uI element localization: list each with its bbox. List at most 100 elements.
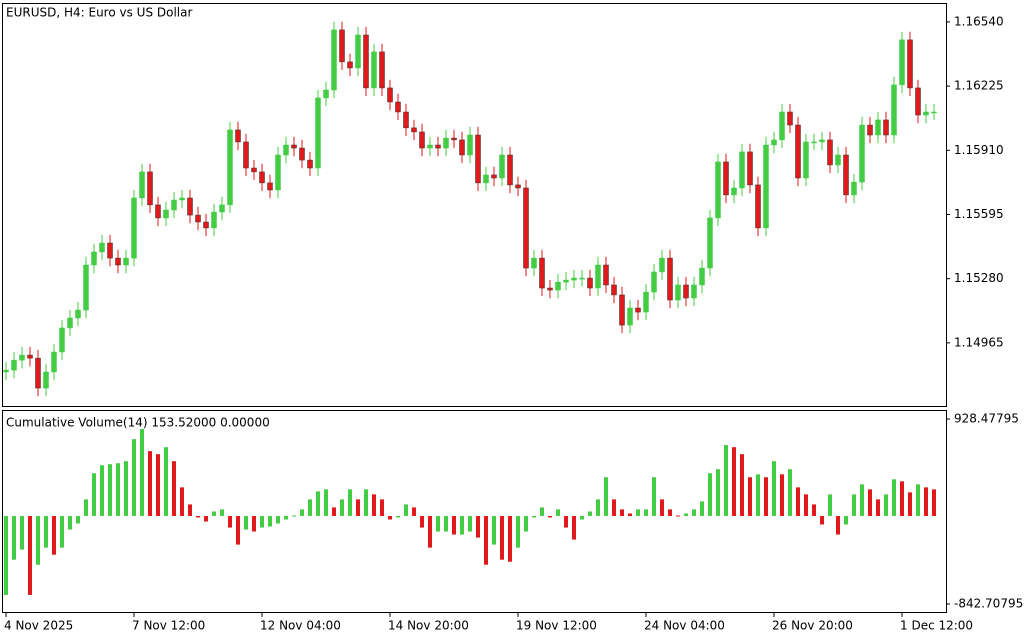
candle-body	[211, 211, 217, 229]
volume-bar	[492, 515, 496, 545]
volume-bar	[116, 463, 120, 516]
x-tick-label: 4 Nov 2025	[4, 619, 73, 633]
candle-body	[587, 277, 593, 289]
volume-bar	[244, 515, 248, 530]
volume-bar	[76, 515, 80, 524]
candle-body	[531, 257, 537, 269]
volume-bar	[44, 515, 48, 548]
candle-body	[579, 277, 585, 280]
candle-body	[563, 279, 569, 283]
volume-bar	[356, 499, 360, 516]
candle-body	[139, 171, 145, 199]
volume-bar	[572, 515, 576, 540]
candle-body	[883, 119, 889, 136]
y-tick-label: 1.15910	[954, 143, 1004, 157]
volume-bar	[684, 513, 688, 516]
volume-bar	[796, 487, 800, 516]
y-tick-label: 928.47795	[954, 412, 1019, 426]
volume-bar	[420, 515, 424, 528]
candle-body	[859, 124, 865, 183]
x-tick-label: 12 Nov 04:00	[260, 619, 341, 633]
candle-body	[11, 359, 17, 371]
volume-bar	[68, 515, 72, 530]
candle-body	[619, 294, 625, 326]
candle-body	[899, 39, 905, 86]
volume-bar	[820, 515, 824, 525]
volume-bar	[812, 504, 816, 516]
candle-body	[819, 139, 825, 143]
candle-body	[715, 161, 721, 219]
volume-bar	[620, 509, 624, 516]
candle-body	[827, 139, 833, 166]
x-tick-label: 19 Nov 12:00	[516, 619, 597, 633]
volume-bar	[636, 509, 640, 516]
volume-bar	[892, 479, 896, 516]
candle-body	[107, 242, 113, 259]
candle-body	[683, 284, 689, 299]
candle-body	[459, 139, 465, 156]
candle-body	[875, 119, 881, 136]
y-tick-label: 1.14965	[954, 335, 1004, 349]
volume-bar	[436, 515, 440, 532]
candle-body	[867, 124, 873, 136]
candle-body	[763, 144, 769, 229]
candle-body	[675, 284, 681, 301]
volume-bar	[4, 515, 8, 595]
candle-body	[467, 134, 473, 156]
volume-bar	[84, 499, 88, 516]
volume-bar	[100, 465, 104, 516]
candle-body	[747, 151, 753, 186]
volume-bar	[220, 509, 224, 516]
volume-bar	[292, 515, 296, 517]
candle-body	[115, 257, 121, 266]
volume-bar	[708, 473, 712, 516]
candle-body	[803, 141, 809, 179]
candle-body	[411, 127, 417, 133]
volume-bar	[428, 515, 432, 548]
volume-bar	[236, 515, 240, 545]
candle-body	[427, 144, 433, 149]
volume-bar	[484, 515, 488, 565]
candle-body	[891, 84, 897, 136]
candle-body	[171, 199, 177, 211]
volume-bar	[556, 509, 560, 516]
volume-bar	[652, 477, 656, 516]
candle-body	[339, 29, 345, 63]
candle-body	[435, 144, 441, 149]
volume-bar	[452, 515, 456, 535]
volume-bar	[764, 477, 768, 516]
candle-body	[443, 137, 449, 149]
candle-body	[3, 369, 9, 373]
candle-body	[251, 167, 257, 173]
y-tick-label: 1.16540	[954, 14, 1004, 28]
volume-bar	[748, 477, 752, 516]
candle-body	[371, 51, 377, 89]
y-tick-label: 1.15280	[954, 271, 1004, 285]
volume-bar	[476, 515, 480, 538]
candle-body	[243, 141, 249, 169]
x-tick-label: 1 Dec 12:00	[900, 619, 973, 633]
candle-body	[131, 197, 137, 259]
volume-bar	[388, 515, 392, 520]
candle-body	[691, 284, 697, 299]
volume-bar	[876, 499, 880, 516]
y-tick-label: -842.70795	[954, 596, 1023, 610]
volume-bar	[396, 515, 400, 518]
candle-body	[219, 204, 225, 213]
candle-body	[323, 89, 329, 99]
volume-bar	[324, 489, 328, 516]
volume-bar	[180, 487, 184, 516]
candle-body	[307, 159, 313, 169]
candle-body	[731, 187, 737, 196]
candle-body	[779, 111, 785, 141]
volume-bar	[508, 515, 512, 562]
volume-bar	[268, 515, 272, 527]
candle-body	[523, 187, 529, 269]
candle-body	[539, 257, 545, 289]
volume-bar	[596, 499, 600, 516]
candle-body	[347, 61, 353, 69]
volume-bar	[844, 515, 848, 525]
volume-bar	[364, 489, 368, 516]
volume-bar	[580, 515, 584, 520]
